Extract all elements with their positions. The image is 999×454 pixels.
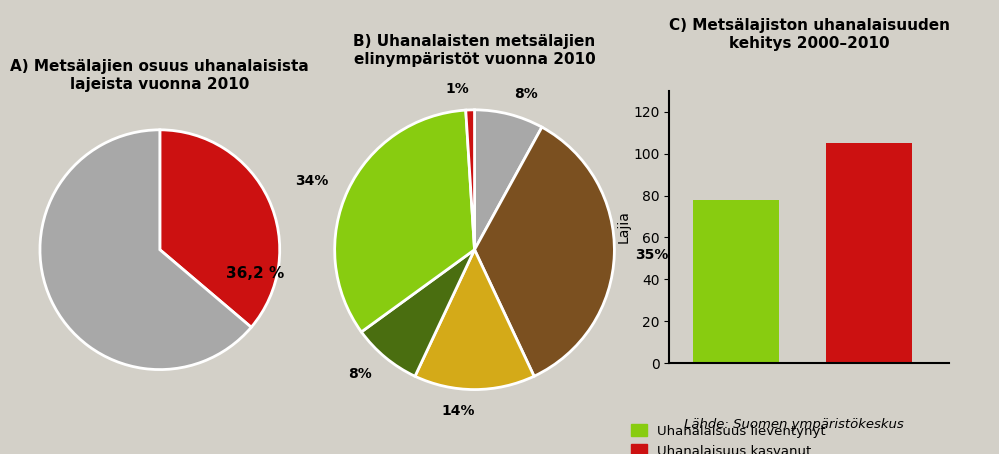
Wedge shape bbox=[40, 130, 251, 370]
Wedge shape bbox=[475, 110, 541, 250]
Text: 14%: 14% bbox=[441, 404, 475, 418]
Wedge shape bbox=[466, 110, 475, 250]
Title: B) Uhanalaisten metsälajien
elinympäristöt vuonna 2010: B) Uhanalaisten metsälajien elinympärist… bbox=[354, 35, 595, 67]
Wedge shape bbox=[160, 130, 280, 327]
Wedge shape bbox=[475, 127, 614, 376]
Text: 8%: 8% bbox=[349, 367, 372, 380]
Title: A) Metsälajien osuus uhanalaisista
lajeista vuonna 2010: A) Metsälajien osuus uhanalaisista lajei… bbox=[10, 59, 310, 92]
Wedge shape bbox=[335, 110, 475, 332]
Bar bbox=[692, 200, 779, 363]
Text: 35%: 35% bbox=[635, 248, 668, 262]
Text: 8%: 8% bbox=[514, 87, 538, 101]
Wedge shape bbox=[362, 250, 475, 376]
Bar bbox=[826, 143, 912, 363]
Wedge shape bbox=[415, 250, 534, 390]
Y-axis label: Lajia: Lajia bbox=[616, 211, 630, 243]
Text: 36,2 %: 36,2 % bbox=[226, 266, 284, 281]
Text: 34%: 34% bbox=[296, 174, 329, 188]
Text: 1%: 1% bbox=[446, 82, 470, 96]
Legend: Uhanalaisuus lieventynyt, Uhanalaisuus kasvanut: Uhanalaisuus lieventynyt, Uhanalaisuus k… bbox=[625, 419, 831, 454]
Text: C) Metsälajiston uhanalaisuuden
kehitys 2000–2010: C) Metsälajiston uhanalaisuuden kehitys … bbox=[668, 18, 950, 50]
Text: Lähde: Suomen ympäristökeskus: Lähde: Suomen ympäristökeskus bbox=[684, 418, 904, 431]
